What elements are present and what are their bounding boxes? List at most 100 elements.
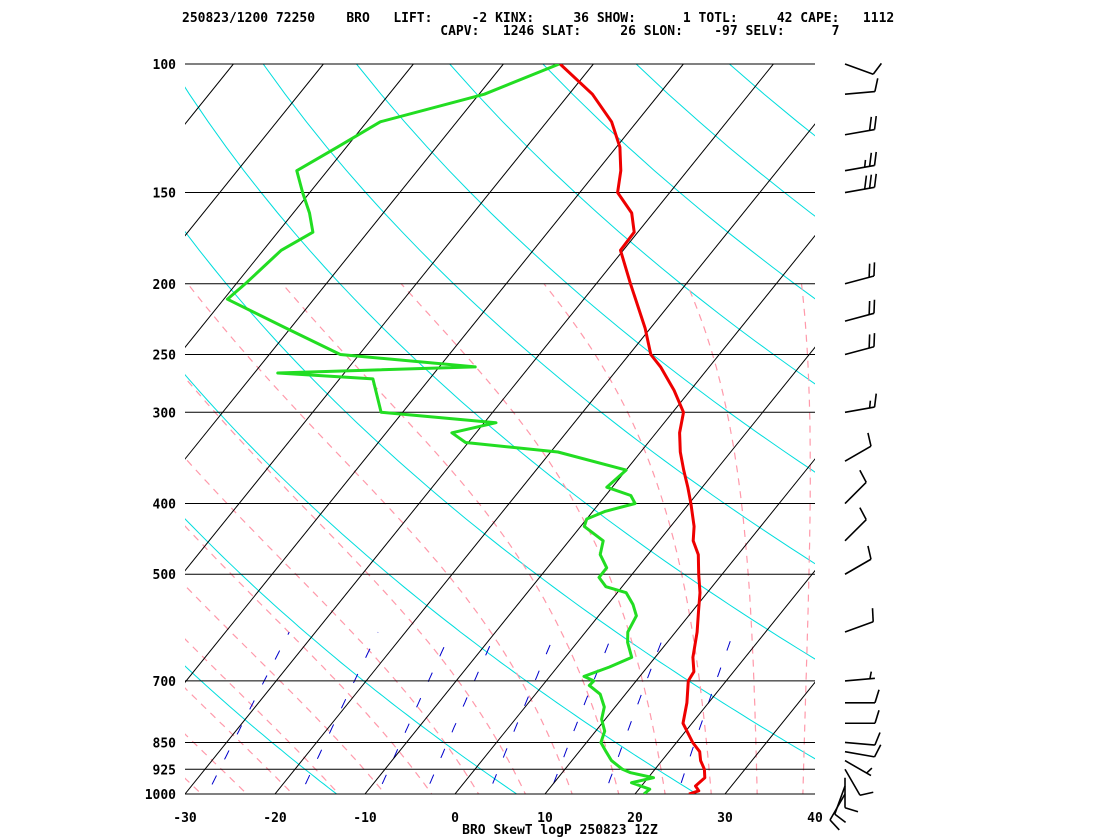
moist-adiabat [185,525,433,794]
moist-adiabat [185,376,527,794]
pressure-label: 100 [153,58,177,73]
barb-flag [874,78,879,92]
wind-barb [844,768,874,797]
moist-adiabat [187,283,573,794]
barb-flag [873,744,882,758]
isotherm [0,64,53,809]
dry-adiabat [185,373,698,794]
pressure-label: 400 [153,498,177,513]
barb-flag [867,545,872,560]
wind-barb [844,777,859,813]
moist-adiabat [800,283,811,794]
temperature-tick-label: 40 [807,811,823,826]
barb-half-flag [868,400,872,409]
dry-adiabat [185,518,518,794]
moist-adiabat [686,283,758,794]
mixing-ratio-line [300,631,379,794]
dry-adiabat [185,230,815,760]
barb-flag [874,732,881,746]
temperature-tick-label: 10 [537,811,553,826]
barb-flag [829,819,840,831]
isotherm [185,64,234,125]
barb-staff [844,481,867,505]
barb-flag [868,116,873,131]
barb-half-flag [869,671,873,679]
wind-barb [844,671,875,682]
pressure-label: 250 [153,348,177,363]
isobars [185,63,815,795]
pressure-label: 850 [153,736,177,751]
moist-adiabat [185,733,248,794]
dry-adiabat [185,665,338,794]
wind-barbs [829,62,883,831]
dry-adiabat [823,64,1120,810]
barb-staff [844,621,874,633]
temperature-tick-label: 20 [627,811,643,826]
mixing-ratio-line [487,631,557,794]
barb-flag [863,175,868,190]
dry-adiabat [185,86,815,660]
wind-barb [844,759,873,777]
barb-flag [867,432,872,447]
dewpoint-profile [225,64,655,794]
pressure-label: 200 [153,278,177,293]
chart-footer-title: BRO SkewT logP 250823 12Z [462,823,658,838]
barb-staff [844,519,867,542]
barb-flag [844,806,859,813]
moist-adiabat [185,638,340,794]
barb-staff [844,768,861,796]
wind-barb [844,115,878,136]
barb-flag [859,507,867,521]
isotherm [544,458,815,794]
header-line-1: 250823/1200 72250 BRO LIFT: -2 KINX: 36 … [182,11,894,26]
wind-barb [844,507,867,542]
wind-barb [844,151,878,172]
isotherm [185,64,684,684]
moist-adiabat [185,457,480,794]
wind-barb [844,173,878,194]
isotherm [185,64,594,572]
barb-flag [834,813,847,824]
header-line-2: CAPV: 1246 SLAT: 26 SLON: -97 SELV: 7 [182,24,839,39]
barb-staff [833,785,846,815]
pressure-label: 150 [153,187,177,202]
isotherm [185,64,504,460]
temperature-tick-label: -10 [353,811,377,826]
mixing-ratio-line [676,631,734,794]
barb-staff [844,90,875,96]
barb-flag [871,608,874,622]
barb-staff [844,741,875,746]
pressure-label: 300 [153,406,177,421]
dry-adiabat [542,64,815,300]
wind-barb [844,393,878,414]
isotherm [364,234,815,794]
dry-adiabat [356,64,815,473]
pressure-label: 925 [153,763,176,778]
isotherm [454,346,815,794]
barb-flag [859,469,867,483]
sounding-profiles [225,64,707,794]
barb-flag [873,173,878,188]
wind-barb [844,78,879,96]
moist-adiabat [400,283,666,794]
barb-flag [868,174,873,189]
pressure-label: 700 [153,675,177,690]
barb-flag [874,689,880,704]
barb-half-flag [863,159,867,168]
pressure-label: 1000 [145,788,176,803]
barb-staff [844,63,874,76]
isotherm [0,64,143,809]
temperature-tick-label: 30 [717,811,733,826]
mixing-ratio-line [424,631,497,794]
wind-barb [844,744,882,758]
isotherm [185,64,324,237]
barb-staff [844,558,872,575]
wind-barb [844,62,883,76]
barb-flag [873,393,878,408]
barb-flag [874,710,880,724]
wind-barb [844,469,867,505]
wind-barb [844,732,881,746]
dry-adiabat [729,64,815,137]
